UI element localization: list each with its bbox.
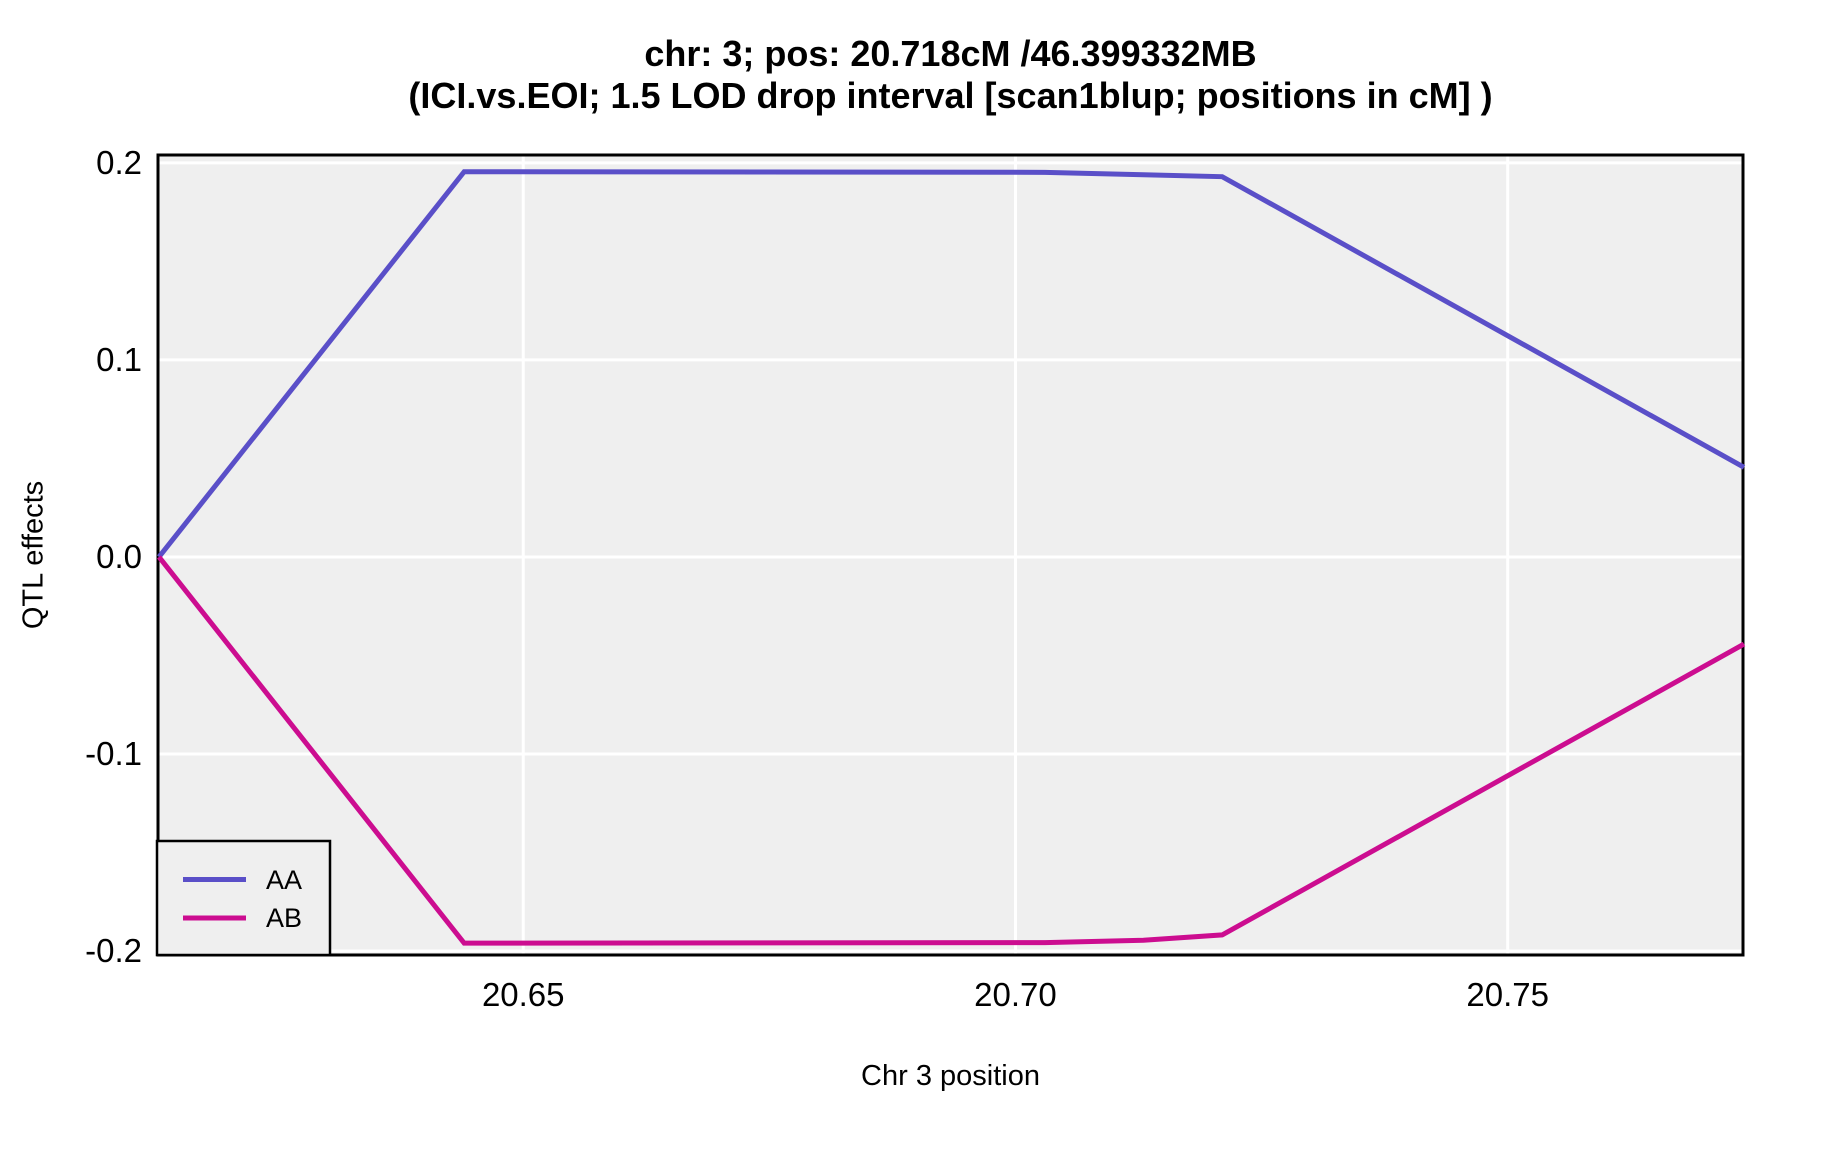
plot-panel: [158, 155, 1743, 955]
chart-title-line2: (ICI.vs.EOI; 1.5 LOD drop interval [scan…: [408, 75, 1493, 116]
x-axis-label: Chr 3 position: [861, 1060, 1040, 1092]
legend-box: [155, 839, 332, 957]
chart-title: chr: 3; pos: 20.718cM /46.399332MB (ICI.…: [158, 33, 1743, 117]
series-line-ab: [157, 555, 1746, 946]
series-line-aa: [157, 169, 1746, 559]
chart-title-line1: chr: 3; pos: 20.718cM /46.399332MB: [644, 33, 1257, 74]
